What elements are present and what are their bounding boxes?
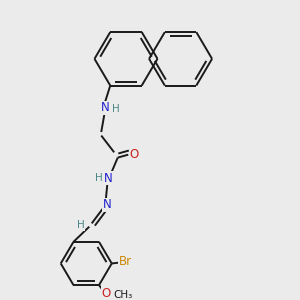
Text: H: H: [77, 220, 85, 230]
Text: O: O: [130, 148, 139, 161]
Text: H: H: [112, 104, 119, 114]
Text: O: O: [102, 287, 111, 300]
Text: Br: Br: [119, 256, 132, 268]
Text: N: N: [101, 101, 110, 114]
Text: N: N: [104, 172, 113, 185]
Text: H: H: [95, 173, 103, 183]
Text: N: N: [103, 198, 112, 211]
Text: CH₃: CH₃: [113, 290, 133, 300]
